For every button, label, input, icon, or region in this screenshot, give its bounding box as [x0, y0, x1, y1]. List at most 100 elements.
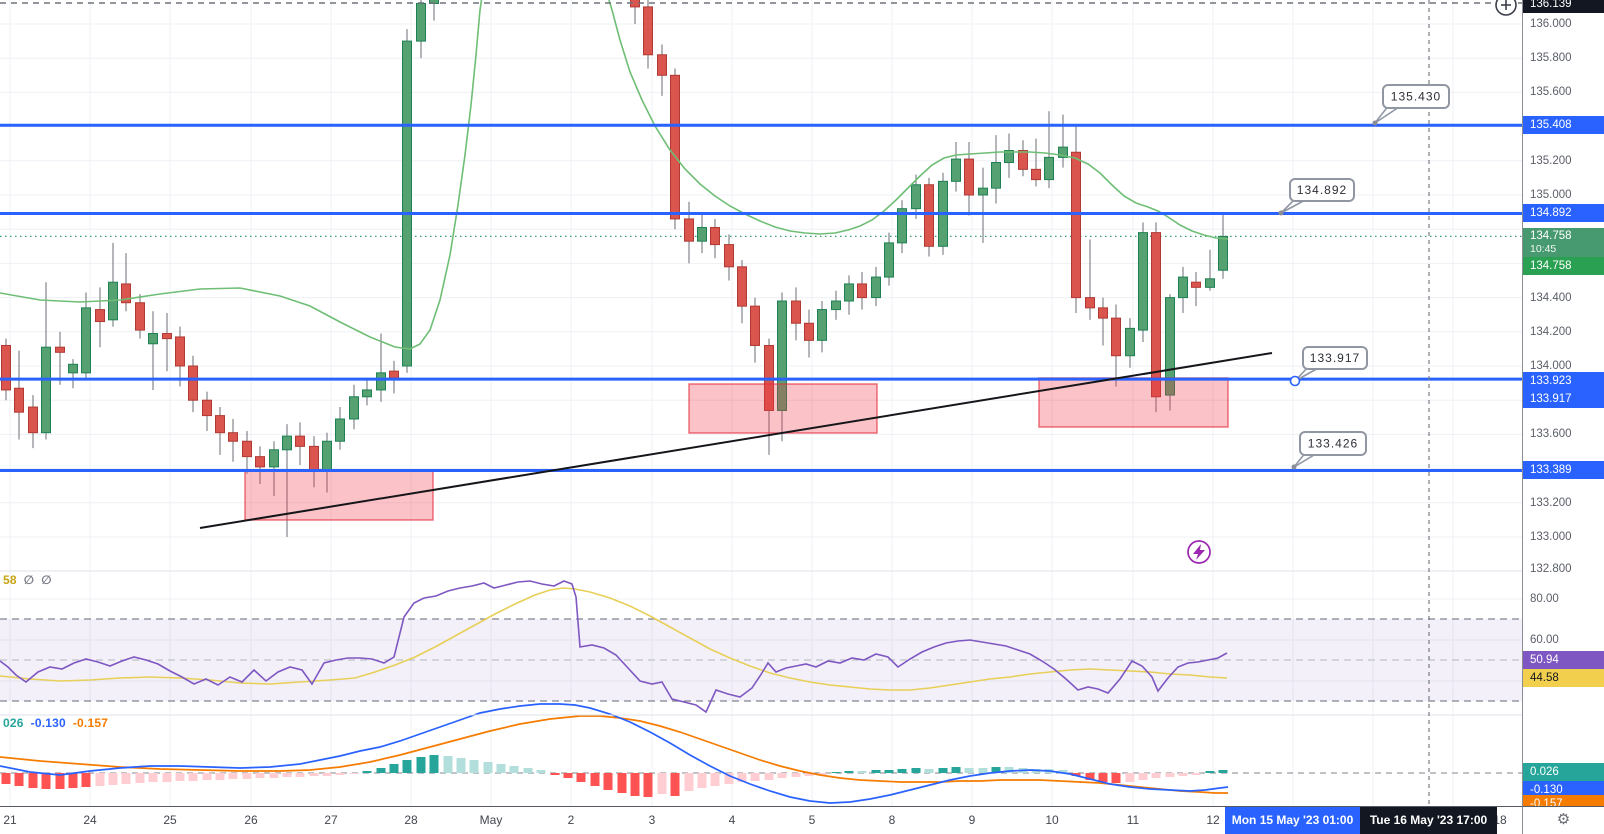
candle-down	[1098, 307, 1108, 319]
macd-hist-bar	[95, 773, 105, 786]
callout-box[interactable]	[1289, 178, 1355, 202]
candle-down	[857, 283, 867, 299]
macd-hist-bar	[282, 773, 292, 777]
macd-hist-bar	[938, 768, 948, 773]
candle-down	[1071, 151, 1081, 299]
candle-down	[162, 333, 172, 340]
price-axis-label: 136.000	[1530, 18, 1572, 30]
candle-down	[242, 440, 252, 458]
candle-down	[804, 322, 814, 341]
time-axis-label: 25	[163, 813, 177, 827]
trendline[interactable]	[199, 352, 1273, 529]
macd-hist-bar	[402, 760, 412, 773]
price-axis-label: 132.800	[1530, 563, 1572, 575]
macd-hist-bar	[924, 769, 934, 773]
macd-hist-bar	[175, 773, 185, 781]
candle-down	[643, 6, 653, 56]
macd-hist-bar	[536, 770, 546, 773]
candle-down	[121, 283, 131, 304]
macd-hist-bar	[349, 773, 359, 774]
candle-up	[282, 435, 292, 451]
candle-down	[95, 309, 105, 323]
candle-down	[28, 406, 38, 434]
candle-up	[697, 226, 707, 242]
macd-hist-bar	[108, 773, 118, 785]
candle-down	[255, 456, 265, 468]
candle-up	[335, 418, 345, 442]
price-axis-chip: 136.139	[1523, 0, 1604, 13]
ma-line	[608, 0, 1229, 240]
macd-hist-bar	[603, 773, 613, 790]
macd-hist-bar	[857, 771, 867, 773]
time-axis[interactable]: 21 24 25 26 27 28 May 2 3 4 5 8 9 10 11 12 18 Mon 15 May …	[0, 806, 1604, 834]
callout-note[interactable]: 135.430	[1372, 84, 1450, 126]
macd-hist-bar	[1, 773, 11, 784]
callout-box[interactable]	[1382, 84, 1450, 109]
macd-hist-bar	[724, 773, 734, 784]
macd-hist-bar	[483, 762, 493, 773]
callout-note[interactable]: 134.892	[1278, 178, 1355, 216]
chart-svg[interactable]: 135.430 134.892 133.917 133.426	[0, 0, 1522, 806]
callout-note[interactable]: 133.917	[1289, 346, 1368, 387]
lightning-marker[interactable]	[1187, 540, 1211, 564]
candle-up	[1125, 327, 1135, 357]
macd-hist-bar	[188, 773, 198, 781]
supply-demand-zone[interactable]	[688, 383, 878, 434]
rsi-line	[0, 580, 1228, 714]
candle-up	[416, 2, 426, 42]
candle-down	[1111, 317, 1121, 357]
time-axis-chip: Mon 15 May '23 01:00	[1225, 807, 1360, 834]
candle-up	[951, 158, 961, 182]
macd-hist-bar	[148, 773, 158, 782]
macd-hist-bar	[443, 756, 453, 773]
candle-up	[349, 396, 359, 420]
candle-down	[657, 54, 667, 76]
macd-hist-bar	[844, 771, 854, 773]
macd-hist-bar	[1098, 773, 1108, 782]
macd-hist-bar	[764, 773, 774, 780]
macd-hist-bar	[550, 773, 560, 775]
price-axis-chip: 133.389	[1523, 461, 1604, 479]
candle-up	[844, 283, 854, 302]
callout-text: 134.892	[1297, 183, 1347, 197]
supply-demand-zone[interactable]	[1038, 377, 1229, 428]
callout-box[interactable]	[1302, 346, 1368, 370]
macd-hist-bar	[81, 773, 91, 787]
macd-hist-bar	[255, 773, 265, 778]
macd-hist-bar	[911, 768, 921, 773]
time-axis-label: 28	[404, 813, 418, 827]
macd-hist-bar	[791, 773, 801, 777]
price-axis-label: 134.400	[1530, 292, 1572, 304]
callout-box[interactable]	[1299, 431, 1367, 456]
macd-hist-bar	[590, 773, 600, 786]
candle-up	[831, 300, 841, 311]
axis-settings-corner[interactable]: ⚙	[1522, 806, 1604, 834]
candle-up	[871, 276, 881, 299]
macd-hist-bar	[322, 773, 332, 776]
macd-hist-bar	[737, 773, 747, 782]
time-axis-label: 12	[1206, 813, 1220, 827]
price-axis[interactable]: 136.000 135.800 135.600 135.200 135.000 134.4…	[1522, 0, 1604, 813]
gear-icon[interactable]: ⚙	[1556, 811, 1571, 828]
candle-down	[1085, 297, 1095, 309]
time-axis-label: 11	[1126, 813, 1140, 827]
candle-up	[68, 363, 78, 374]
candle-up	[402, 40, 412, 367]
candle-up	[777, 300, 787, 411]
macd-hist-bar	[630, 773, 640, 796]
price-axis-label: 60.00	[1530, 634, 1559, 646]
anchor-handle[interactable]	[1289, 375, 1301, 387]
add-alert-button[interactable]	[1495, 0, 1517, 16]
macd-hist-bar	[1138, 773, 1148, 780]
callout-note[interactable]: 133.426	[1291, 431, 1367, 470]
price-axis-label: 133.000	[1530, 531, 1572, 543]
candle-down	[630, 0, 640, 8]
macd-hist-bar	[14, 773, 24, 786]
chart-canvas[interactable]: 135.430 134.892 133.917 133.426 58 ∅ ∅ 026 -0.…	[0, 0, 1522, 806]
price-axis-chip: 50.94	[1523, 651, 1604, 669]
macd-hist-bar	[750, 773, 760, 781]
macd-hist-bar	[162, 773, 172, 782]
candle-down	[1018, 150, 1028, 170]
candle-down	[750, 305, 760, 346]
candle-down	[389, 370, 399, 379]
